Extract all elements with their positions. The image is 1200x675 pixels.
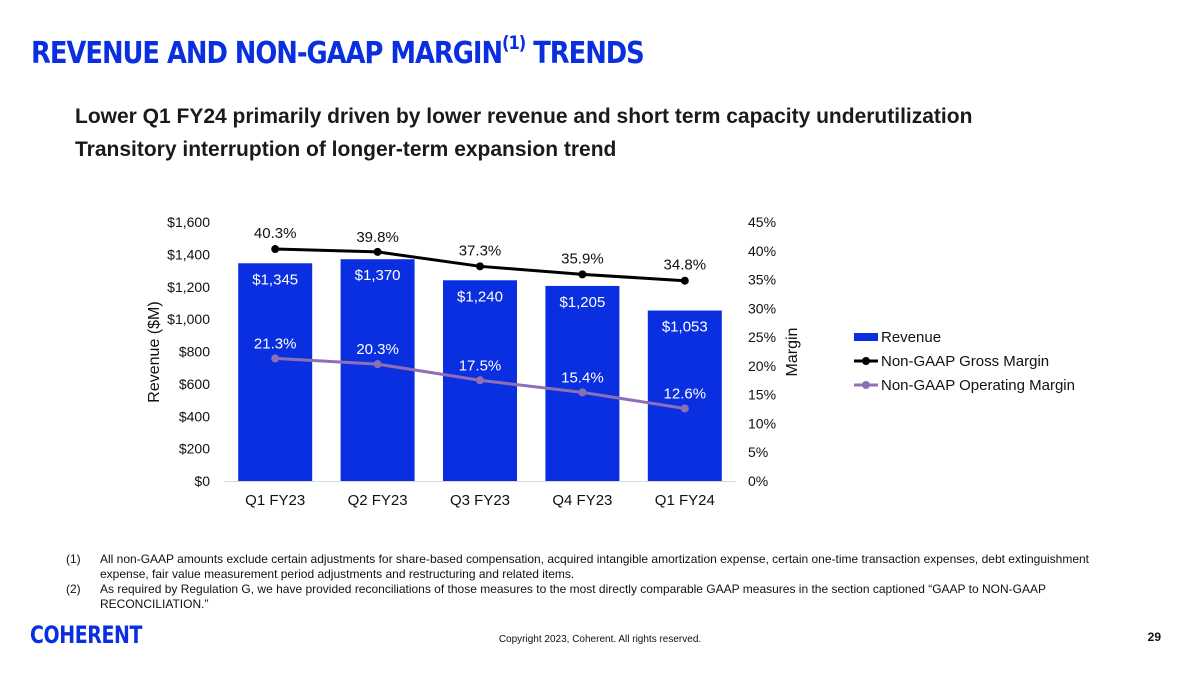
copyright: Copyright 2023, Coherent. All rights res… (0, 634, 1200, 645)
y-tick-label: $200 (179, 441, 210, 457)
line-data-label: 15.4% (561, 369, 604, 386)
bar-revenue (545, 285, 620, 481)
legend-label: Non-GAAP Gross Margin (881, 353, 1049, 370)
title-end: TRENDS (525, 36, 645, 71)
line-marker (373, 247, 382, 256)
line-data-label: 17.5% (459, 357, 502, 374)
bar-revenue (238, 263, 313, 481)
line-marker (578, 388, 587, 397)
footnotes: (1) All non-GAAP amounts exclude certain … (66, 552, 1136, 612)
revenue-margin-chart: $0 $200 $400 $600 $800 $1,000 $1,200 $1,400 $1,6… (146, 214, 1075, 509)
line-data-label: 21.3% (254, 335, 297, 352)
title-superscript: (1) (502, 32, 526, 54)
y-tick-label: $600 (179, 376, 210, 392)
coherent-logo: COHERENT (30, 620, 150, 653)
line-data-label: 40.3% (254, 225, 297, 242)
copyright-text: Copyright 2023, Coherent. All rights res… (498, 634, 702, 645)
y-tick-label: $800 (179, 344, 210, 360)
page-number: 29 (1147, 630, 1161, 644)
y-tick-label: $1,600 (167, 214, 210, 230)
legend-swatch-revenue (854, 333, 878, 341)
y-axis-label: Revenue ($M) (146, 301, 163, 402)
y2-tick-label: 45% (748, 214, 776, 230)
logo-wordmark: COHERENT (30, 621, 143, 648)
y2-tick-label: 35% (748, 272, 776, 288)
y-tick-label: $1,000 (167, 311, 210, 327)
y2-tick-label: 20% (748, 358, 776, 374)
footnote-text: As required by Regulation G, we have pro… (100, 582, 1046, 611)
line-data-label: 12.6% (664, 385, 707, 402)
bar-data-label: $1,240 (457, 288, 503, 305)
y2-tick-label: 25% (748, 329, 776, 345)
footnote-2: (2) As required by Regulation G, we have … (66, 582, 1136, 612)
y2-tick-label: 40% (748, 243, 776, 259)
x-tick-label: Q1 FY24 (655, 492, 715, 509)
legend-swatch-marker (862, 357, 870, 365)
line-marker (476, 262, 484, 271)
legend-label: Non-GAAP Operating Margin (881, 377, 1075, 394)
line-data-label: 34.8% (664, 257, 707, 274)
footnote-number: (1) (66, 552, 81, 566)
footnote-1: (1) All non-GAAP amounts exclude certain … (66, 552, 1136, 582)
x-tick-label: Q2 FY23 (348, 492, 408, 509)
bar-revenue (340, 259, 415, 481)
line-marker (680, 276, 689, 285)
y-tick-label: $400 (179, 408, 210, 424)
line-data-label: 20.3% (356, 341, 399, 358)
subtitle-2: Transitory interruption of longer-term e… (75, 138, 617, 161)
footnote-text: All non-GAAP amounts exclude certain adj… (100, 552, 1090, 581)
y2-tick-label: 5% (748, 444, 768, 460)
x-tick-label: Q4 FY23 (552, 492, 612, 509)
legend-label-revenue: Revenue (881, 329, 941, 346)
title-main: REVENUE AND NON-GAAP MARGIN (31, 36, 503, 71)
subtitle-1: Lower Q1 FY24 primarily driven by lower … (75, 105, 973, 128)
x-tick-label: Q1 FY23 (245, 492, 305, 509)
line-marker (271, 354, 280, 363)
y2-tick-label: 0% (748, 473, 768, 489)
line-marker (373, 360, 382, 369)
line-marker (680, 404, 689, 413)
line-marker (271, 245, 280, 254)
line-data-label: 35.9% (561, 250, 604, 267)
legend-swatch-marker (862, 381, 870, 389)
bar-data-label: $1,053 (662, 319, 708, 336)
y2-tick-label: 15% (748, 387, 776, 403)
line-marker (476, 376, 484, 385)
line-marker (578, 270, 587, 279)
y-tick-label: $1,400 (167, 246, 210, 262)
x-tick-label: Q3 FY23 (450, 492, 510, 509)
line-data-label: 37.3% (459, 242, 502, 259)
y2-tick-label: 10% (748, 415, 776, 431)
page-title: REVENUE AND NON-GAAP MARGIN(1) TRENDS (31, 32, 645, 71)
bar-data-label: $1,345 (252, 271, 298, 288)
bar-data-label: $1,205 (559, 294, 605, 311)
y-tick-label: $1,200 (167, 279, 210, 295)
y-tick-label: $0 (194, 473, 210, 489)
footnote-number: (2) (66, 582, 81, 596)
line-data-label: 39.8% (356, 229, 399, 246)
bar-data-label: $1,370 (355, 267, 401, 284)
y2-axis-label: Margin (784, 328, 801, 377)
bar-revenue (647, 310, 722, 481)
y2-tick-label: 30% (748, 300, 776, 316)
